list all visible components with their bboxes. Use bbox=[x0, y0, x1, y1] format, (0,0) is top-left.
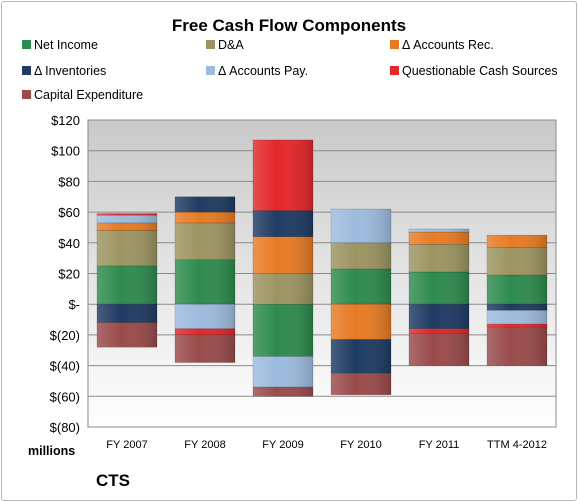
bar-segment-shading bbox=[97, 222, 157, 231]
y-tick-label: $(80) bbox=[50, 420, 80, 435]
bar-segment-shading bbox=[331, 242, 391, 269]
legend-item: Questionable Cash Sources bbox=[390, 64, 558, 78]
y-tick-label: $- bbox=[68, 297, 80, 312]
x-tick-label: FY 2009 bbox=[262, 439, 303, 451]
legend-label: Net Income bbox=[34, 38, 98, 52]
bar-segment-shading bbox=[97, 304, 157, 323]
legend-label: Questionable Cash Sources bbox=[402, 64, 558, 78]
bar-segment-shading bbox=[175, 304, 235, 329]
bar-segment-shading bbox=[409, 232, 469, 245]
legend-item: Capital Expenditure bbox=[22, 88, 143, 102]
bar-segment-shading bbox=[253, 273, 313, 305]
bar-segment-shading bbox=[487, 247, 547, 276]
legend-label: Δ Inventories bbox=[34, 64, 107, 78]
legend-swatch bbox=[22, 66, 31, 75]
bar-segment-shading bbox=[409, 304, 469, 329]
x-tick-label: FY 2007 bbox=[106, 439, 147, 451]
bar-segment-shading bbox=[487, 310, 547, 325]
y-tick-label: $(60) bbox=[50, 389, 80, 404]
plot-border bbox=[87, 119, 557, 428]
bar-segment-shading bbox=[175, 334, 235, 363]
bar-segment-shading bbox=[331, 209, 391, 243]
bar-segment-shading bbox=[97, 265, 157, 305]
legend-swatch bbox=[22, 90, 31, 99]
x-tick-label: TTM 4-2012 bbox=[487, 439, 547, 451]
legend-label: Δ Accounts Pay. bbox=[218, 64, 309, 78]
bar-segment-shading bbox=[253, 210, 313, 237]
bar-segment-shading bbox=[175, 196, 235, 213]
legend-swatch bbox=[22, 40, 31, 49]
legend-swatch bbox=[390, 40, 399, 49]
bar-segment-shading bbox=[331, 304, 391, 340]
bar-segment-shading bbox=[97, 213, 157, 216]
bar-segment-shading bbox=[409, 244, 469, 272]
bar-segment-shading bbox=[487, 327, 547, 366]
bar-segment-shading bbox=[253, 304, 313, 357]
y-tick-label: $80 bbox=[58, 174, 80, 189]
y-tick-label: $60 bbox=[58, 205, 80, 220]
y-tick-label: $120 bbox=[51, 113, 80, 128]
bar-segment-shading bbox=[253, 236, 313, 274]
y-tick-label: $100 bbox=[51, 144, 80, 159]
bar-segment-shading bbox=[253, 387, 313, 397]
company-label: CTS bbox=[96, 471, 130, 490]
x-tick-label: FY 2011 bbox=[419, 439, 460, 451]
y-tick-label: $20 bbox=[58, 267, 80, 282]
bar-segment-shading bbox=[409, 228, 469, 233]
bar-segment-shading bbox=[487, 275, 547, 305]
bar-segment-shading bbox=[409, 271, 469, 305]
bar-segment-shading bbox=[253, 139, 313, 211]
bar-segment-shading bbox=[175, 328, 235, 335]
bar-segment-shading bbox=[487, 304, 547, 311]
y-tick-label: $(40) bbox=[50, 359, 80, 374]
legend-item: Δ Accounts Pay. bbox=[206, 64, 308, 78]
legend-label: Capital Expenditure bbox=[34, 88, 144, 102]
chart-title: Free Cash Flow Components bbox=[171, 16, 407, 35]
bar-segment-shading bbox=[331, 373, 391, 395]
bar-segment-shading bbox=[331, 339, 391, 374]
bar-segment-shading bbox=[175, 222, 235, 260]
legend-item: Δ Inventories bbox=[22, 64, 106, 78]
bar-segment-shading bbox=[175, 259, 235, 305]
units-label: millions bbox=[28, 444, 76, 458]
legend-label: D&A bbox=[218, 38, 244, 52]
bar-segment-shading bbox=[97, 230, 157, 266]
bar-segment-shading bbox=[97, 215, 157, 223]
legend-item: D&A bbox=[206, 38, 244, 52]
bar-segment-shading bbox=[175, 212, 235, 223]
bar-segment-shading bbox=[409, 328, 469, 334]
legend-swatch bbox=[206, 40, 215, 49]
y-tick-label: $(20) bbox=[50, 328, 80, 343]
legend-item: Net Income bbox=[22, 38, 98, 52]
y-tick-label: $40 bbox=[58, 236, 80, 251]
x-tick-label: FY 2008 bbox=[184, 439, 225, 451]
bar-segment-shading bbox=[97, 322, 157, 348]
bar-segment-shading bbox=[409, 333, 469, 366]
legend-swatch bbox=[206, 66, 215, 75]
legend-item: Δ Accounts Rec. bbox=[390, 38, 494, 52]
bar-segment-shading bbox=[487, 324, 547, 328]
bar-segment-shading bbox=[253, 356, 313, 388]
legend-label: Δ Accounts Rec. bbox=[402, 38, 494, 52]
bar-segment-shading bbox=[331, 268, 391, 305]
bar-segment-shading bbox=[487, 235, 547, 248]
x-tick-label: FY 2010 bbox=[340, 439, 381, 451]
legend-swatch bbox=[390, 66, 399, 75]
